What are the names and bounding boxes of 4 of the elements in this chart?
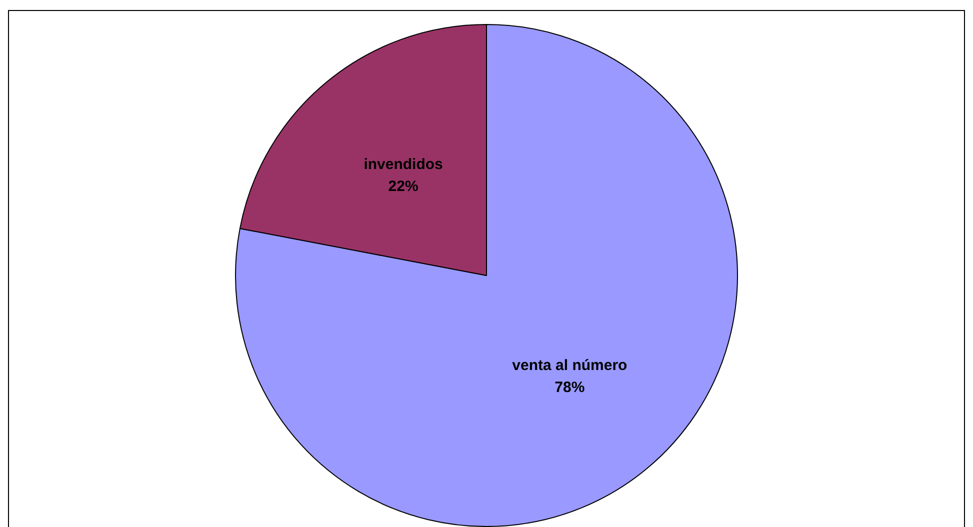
slice-label: invendidos: [364, 156, 443, 174]
data-label: 22%: [388, 178, 418, 196]
slice-label: venta al número: [512, 357, 628, 374]
data-label: 78%: [554, 379, 585, 396]
